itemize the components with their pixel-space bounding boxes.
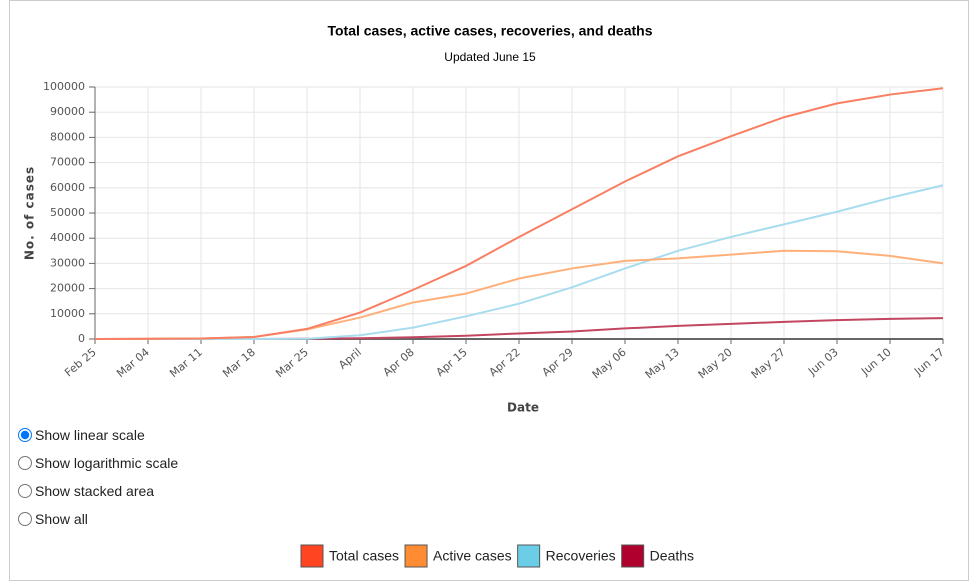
x-tick-label: May 06 xyxy=(590,346,629,382)
y-tick-label: 80000 xyxy=(50,130,85,143)
radio-button[interactable] xyxy=(18,428,32,442)
x-tick-label: Mar 04 xyxy=(114,346,152,381)
chart-subtitle: Updated June 15 xyxy=(444,50,536,64)
x-tick-label: Jun 17 xyxy=(911,346,947,379)
x-tick-label: Mar 11 xyxy=(167,346,205,381)
x-tick-label: Apr 08 xyxy=(381,346,417,379)
x-tick-label: Jun 10 xyxy=(858,346,894,379)
legend-label: Active cases xyxy=(433,548,512,564)
x-tick-label: May 27 xyxy=(749,346,788,382)
x-tick-label: April xyxy=(336,346,364,372)
option-label: Show all xyxy=(35,511,88,527)
x-tick-label: Apr 29 xyxy=(540,346,576,379)
option-label: Show linear scale xyxy=(35,427,145,443)
y-tick-label: 40000 xyxy=(50,231,85,244)
scale-option[interactable]: Show linear scale xyxy=(18,427,145,443)
scale-option[interactable]: Show stacked area xyxy=(18,483,154,499)
x-tick-label: Mar 18 xyxy=(220,346,258,381)
option-label: Show logarithmic scale xyxy=(35,455,179,471)
legend-swatch xyxy=(404,544,428,568)
series-line xyxy=(95,184,944,340)
y-tick-label: 60000 xyxy=(50,181,85,194)
radio-button[interactable] xyxy=(18,456,32,470)
option-label: Show stacked area xyxy=(35,483,155,499)
radio-button[interactable] xyxy=(18,484,32,498)
scale-option[interactable]: Show logarithmic scale xyxy=(18,455,178,471)
scale-option[interactable]: Show all xyxy=(18,511,88,527)
x-tick-label: Apr 22 xyxy=(487,346,523,379)
y-tick-label: 50000 xyxy=(50,206,85,219)
legend-swatch xyxy=(621,544,645,568)
y-tick-label: 100000 xyxy=(43,80,85,93)
legend-label: Total cases xyxy=(329,548,399,564)
x-axis-label: Date xyxy=(507,401,539,415)
y-tick-label: 0 xyxy=(78,332,85,345)
legend-swatch xyxy=(300,544,324,568)
y-tick-label: 20000 xyxy=(50,282,85,295)
x-tick-label: Mar 25 xyxy=(273,346,311,381)
y-tick-label: 90000 xyxy=(50,105,85,118)
legend-label: Recoveries xyxy=(546,548,616,564)
y-tick-label: 30000 xyxy=(50,256,85,269)
x-tick-label: Feb 25 xyxy=(62,346,99,380)
x-tick-label: May 13 xyxy=(643,346,682,382)
chart-title: Total cases, active cases, recoveries, a… xyxy=(327,23,652,39)
x-tick-label: Apr 15 xyxy=(434,346,470,379)
legend-label: Deaths xyxy=(650,548,694,564)
radio-button[interactable] xyxy=(18,512,32,526)
x-tick-label: May 20 xyxy=(696,346,735,382)
legend-swatch xyxy=(517,544,541,568)
series-line xyxy=(94,87,944,340)
y-tick-label: 70000 xyxy=(50,156,85,169)
y-axis-label: No. of cases xyxy=(23,166,37,260)
x-tick-label: Jun 03 xyxy=(805,346,841,379)
y-tick-label: 10000 xyxy=(50,307,85,320)
